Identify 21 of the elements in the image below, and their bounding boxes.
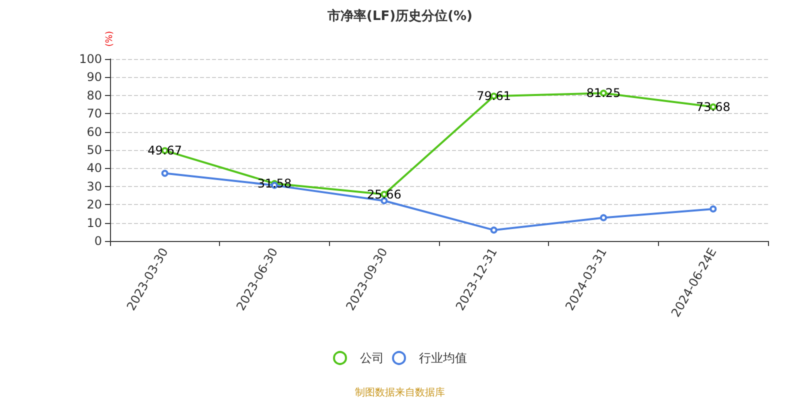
y-tick-label: 70 [86,106,102,121]
legend-label: 公司 [360,351,384,365]
data-label: 31.58 [257,176,292,191]
y-tick-label: 100 [79,52,102,66]
text: 制图数据来自数据库 [355,386,445,398]
y-tick-label: 20 [86,198,102,212]
y-tick-label: 40 [86,161,102,176]
point [161,170,168,177]
chart-title: 市净率(LF)历史分位(%) [326,8,472,24]
y-tick-label: 0 [94,234,102,248]
point [710,205,717,212]
legend-label: 行业均值 [419,351,467,365]
y-tick-label: 60 [86,124,102,139]
y-tick-label: 10 [86,216,102,230]
y-axis-title: (%) [105,31,115,47]
point [490,226,498,234]
y-tick-label: 90 [86,70,102,84]
point [600,214,607,222]
y-tick-label: 80 [86,88,102,102]
y-tick-label: 50 [86,143,102,157]
y-tick-label: 30 [86,179,102,194]
